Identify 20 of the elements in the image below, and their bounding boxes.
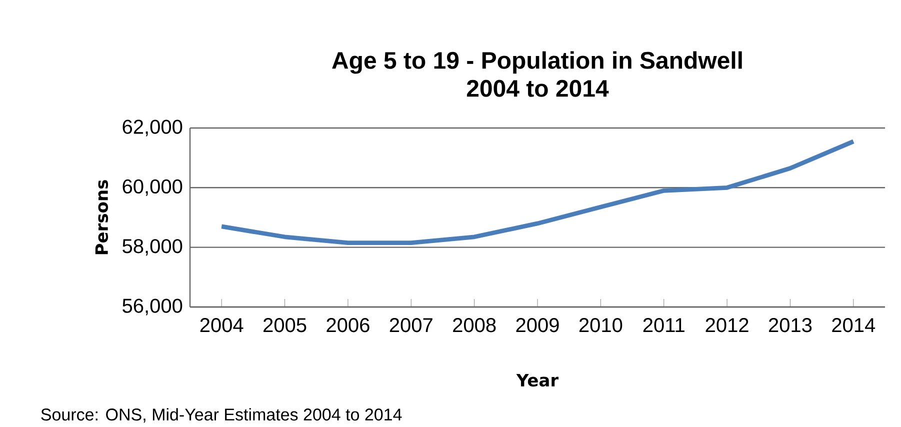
chart-title: Age 5 to 19 - Population in Sandwell 2004 to 2014 (332, 51, 742, 97)
x-tick-label: 2005 (264, 318, 306, 332)
y-tick-label: 60,000 (122, 179, 182, 196)
source-note: Source: ONS, Mid-Year Estimates 2004 to 2014 (41, 408, 402, 423)
x-tick-label: 2010 (579, 318, 622, 332)
line-series (219, 139, 856, 246)
x-tick-label: 2014 (832, 318, 876, 332)
x-tick-label: 2011 (643, 318, 684, 332)
y-tick-label: 62,000 (122, 120, 182, 136)
x-axis-title: Year (516, 374, 559, 387)
x-tick-label: 2013 (768, 318, 812, 332)
y-tick-label: 58,000 (122, 239, 182, 256)
x-tick-label: 2012 (706, 318, 748, 332)
x-tick-label: 2006 (326, 318, 370, 332)
x-tick-label: 2004 (200, 318, 244, 332)
x-tick-label: 2008 (453, 318, 496, 332)
y-tick-label: 56,000 (122, 298, 182, 316)
y-axis-title: Persons (95, 180, 108, 254)
x-tick-label: 2007 (390, 318, 432, 332)
x-tick-label: 2009 (516, 318, 559, 332)
